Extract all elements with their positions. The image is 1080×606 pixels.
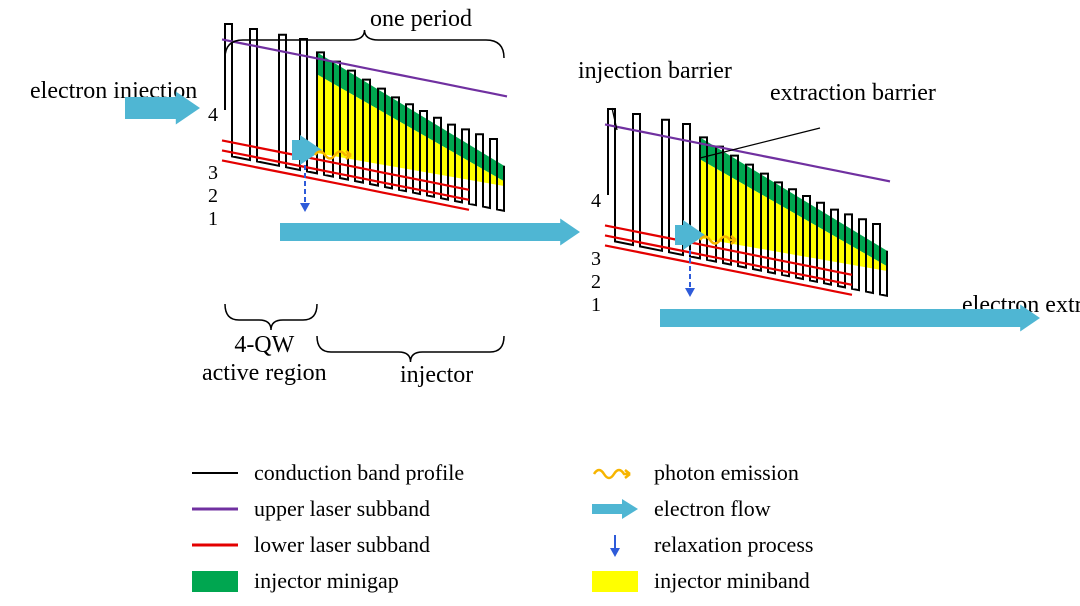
swatch-band-profile: [190, 461, 240, 486]
legend-row: upper laser subband: [190, 496, 590, 522]
legend: conduction band profile upper laser subb…: [190, 460, 970, 594]
legend-text: injector miniband: [654, 568, 810, 594]
swatch-miniband: [590, 569, 640, 594]
legend-text: conduction band profile: [254, 460, 464, 486]
legend-text: photon emission: [654, 460, 799, 486]
legend-row: lower laser subband: [190, 532, 590, 558]
legend-col-right: photon emission electron flow relaxation…: [590, 460, 970, 594]
legend-row: injector miniband: [590, 568, 970, 594]
legend-text: lower laser subband: [254, 532, 430, 558]
legend-row: relaxation process: [590, 532, 970, 558]
legend-text: upper laser subband: [254, 496, 430, 522]
swatch-minigap: [190, 569, 240, 594]
swatch-electron-flow: [590, 497, 640, 522]
swatch-relaxation: [590, 533, 640, 558]
legend-row: electron flow: [590, 496, 970, 522]
legend-row: injector minigap: [190, 568, 590, 594]
legend-text: injector minigap: [254, 568, 399, 594]
legend-row: conduction band profile: [190, 460, 590, 486]
legend-text: electron flow: [654, 496, 771, 522]
legend-row: photon emission: [590, 460, 970, 486]
swatch-upper-subband: [190, 497, 240, 522]
qcl-diagram: [0, 0, 1080, 440]
swatch-lower-subband: [190, 533, 240, 558]
swatch-photon: [590, 461, 640, 486]
legend-text: relaxation process: [654, 532, 813, 558]
legend-col-left: conduction band profile upper laser subb…: [190, 460, 590, 594]
